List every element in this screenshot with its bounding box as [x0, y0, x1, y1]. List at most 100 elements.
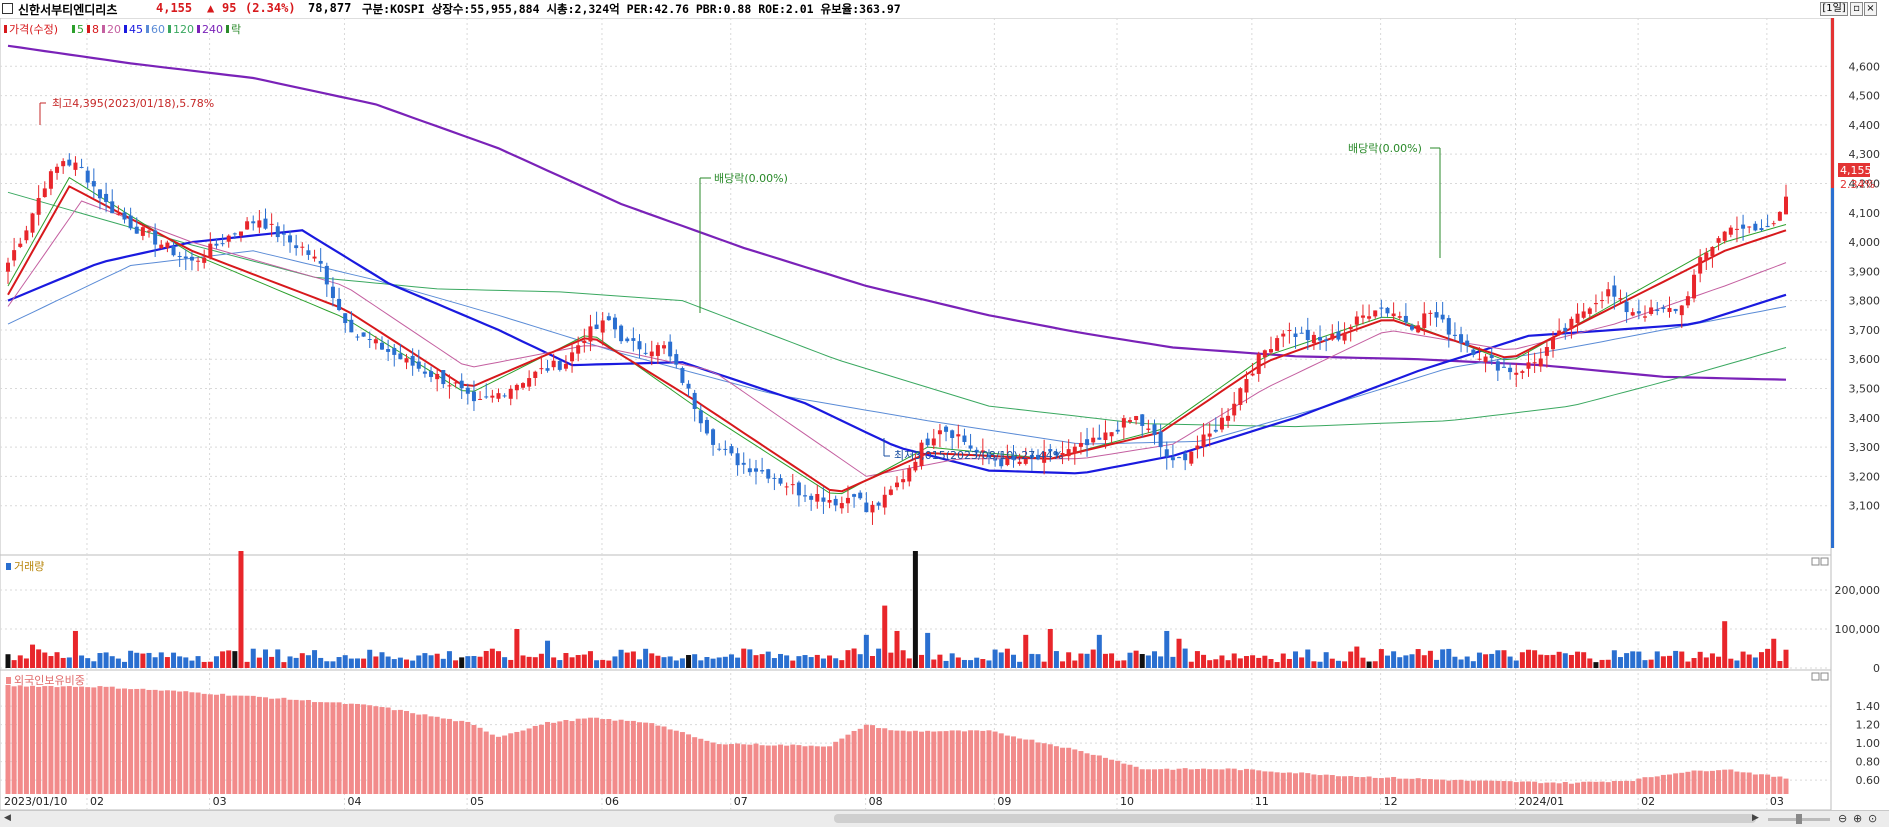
window-checkbox[interactable] [2, 3, 13, 14]
candle [1060, 453, 1065, 457]
foreign-panel-min-button[interactable] [1811, 672, 1820, 681]
candle [18, 243, 23, 247]
zoom-out-icon[interactable]: ⊖ [1838, 812, 1848, 825]
price-tick-label: 3,200 [1849, 470, 1881, 483]
candle [189, 256, 194, 261]
high-annotation: 최고4,395(2023/01/18),5.78% [39, 97, 214, 125]
volume-bar [1366, 661, 1372, 668]
foreign-bar [1243, 768, 1249, 794]
volume-bar [735, 657, 741, 668]
zoom-in-icon[interactable]: ⊕ [1853, 812, 1863, 825]
foreign-bar [992, 731, 998, 794]
candle [637, 341, 642, 350]
volume-panel-min-button[interactable] [1811, 557, 1820, 566]
candle [1072, 446, 1077, 454]
stock-chart[interactable]: 3,100 3,200 3,300 3,400 3,500 3,600 3,700 3,800… [0, 18, 1889, 810]
x-tick-label: 06 [605, 795, 619, 808]
volume-bar [618, 649, 624, 668]
candle [324, 265, 329, 285]
volume-bar [440, 658, 446, 668]
candle [1440, 314, 1445, 320]
foreign-bar [1605, 782, 1611, 794]
foreign-bar [342, 704, 348, 794]
foreign-bar [986, 730, 992, 794]
foreign-bar [508, 733, 514, 794]
candle [36, 198, 41, 215]
volume-bar [661, 657, 667, 668]
candle [104, 193, 109, 202]
volume-bar [109, 656, 115, 668]
scroll-thumb[interactable] [834, 814, 1756, 823]
foreign-bar [857, 728, 863, 794]
volume-bar [299, 653, 305, 668]
volume-bar [1317, 661, 1323, 668]
candle [1459, 334, 1464, 343]
candle [337, 298, 342, 311]
chart-scrollbar[interactable]: ◀ ▶ ⊖ ⊕ ⊙ [0, 810, 1889, 827]
volume-bar [1617, 657, 1623, 668]
foreign-bar [1636, 778, 1642, 794]
volume-bar [1250, 655, 1256, 668]
ma240-line [7, 44, 1787, 381]
volume-bar [508, 659, 514, 668]
price-tick-label: 4,000 [1849, 236, 1881, 249]
foreign-bar [502, 735, 508, 794]
volume-bar [876, 648, 882, 668]
volume-bar [238, 551, 244, 668]
volume-bar [244, 661, 250, 668]
candle [803, 495, 808, 497]
volume-bar [342, 655, 348, 668]
price-tick-label: 3,400 [1849, 412, 1881, 425]
volume-bar [1053, 651, 1059, 668]
candle [177, 255, 182, 257]
foreign-bar [1519, 781, 1525, 794]
volume-bar [1182, 648, 1188, 668]
current-price-label: 4,155 [1840, 164, 1872, 177]
foreign-bar [115, 688, 121, 794]
foreign-bar [1274, 772, 1280, 794]
foreign-bar [1262, 771, 1268, 794]
volume-bar [728, 654, 734, 668]
volume-bar [1335, 660, 1341, 668]
volume-bar [330, 661, 336, 668]
candle [6, 262, 10, 272]
foreign-bar [1035, 742, 1041, 794]
candle [306, 250, 311, 255]
zoom-reset-icon[interactable]: ⊙ [1868, 812, 1878, 825]
volume-bar [1679, 651, 1685, 668]
volume-bar [1513, 660, 1519, 668]
scroll-left-icon[interactable]: ◀ [4, 813, 11, 823]
volume-bar [1329, 658, 1335, 668]
restore-button[interactable]: ▫ [1850, 2, 1863, 16]
candle [12, 250, 17, 261]
legend-swatch [146, 25, 149, 33]
close-button[interactable]: × [1864, 2, 1877, 16]
candle [1354, 316, 1359, 325]
foreign-bar [1415, 778, 1421, 794]
candle [404, 358, 409, 363]
volume-panel-close-button[interactable] [1820, 557, 1829, 566]
candle [490, 395, 495, 398]
volume-bar [1360, 657, 1366, 668]
volume-bar [275, 649, 281, 668]
legend-label: 240 [202, 23, 223, 36]
foreign-panel-close-button[interactable] [1820, 672, 1829, 681]
foreign-panel-frame [0, 669, 1832, 810]
foreign-bar [299, 700, 305, 794]
foreign-bar [1207, 769, 1213, 794]
volume-bar [1446, 648, 1452, 668]
foreign-bar [606, 719, 612, 794]
candle [845, 497, 850, 504]
candle [1624, 301, 1629, 313]
candle [1765, 225, 1770, 228]
volume-bar [784, 655, 790, 668]
zoom-slider-knob[interactable] [1796, 814, 1802, 824]
foreign-bar [1403, 778, 1409, 794]
volume-bar [1145, 655, 1151, 668]
candle [1256, 353, 1261, 374]
period-button[interactable]: [1일] [1820, 2, 1848, 16]
foreign-bar [655, 725, 661, 794]
scroll-right-icon[interactable]: ▶ [1752, 813, 1759, 823]
foreign-bar [1335, 776, 1341, 794]
volume-bar [177, 656, 183, 668]
